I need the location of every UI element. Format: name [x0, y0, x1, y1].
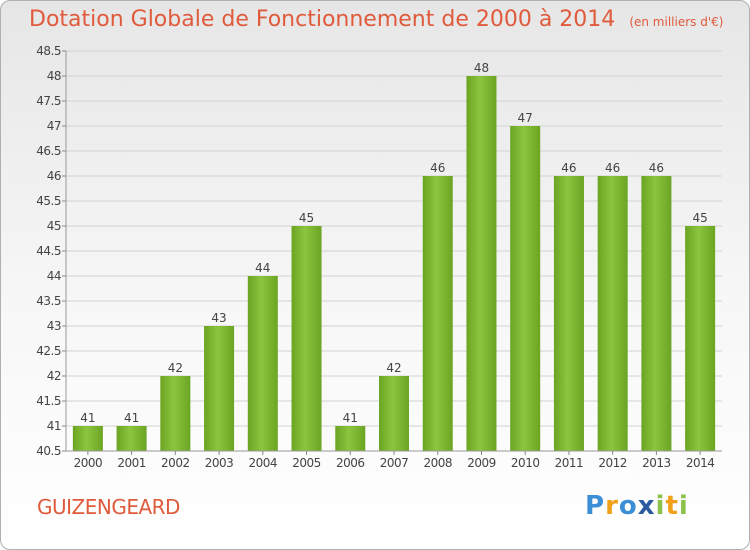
- bar: [685, 226, 716, 451]
- y-tick-label: 48: [47, 69, 61, 83]
- y-tick-label: 42: [47, 369, 61, 383]
- bar: [116, 426, 147, 451]
- x-tick-label: 2005: [292, 456, 321, 470]
- bar: [597, 176, 628, 451]
- x-tick-label: 2001: [117, 456, 146, 470]
- logo-letter: i: [678, 491, 689, 521]
- y-tick-label: 40.5: [36, 444, 61, 458]
- y-tick-label: 43.5: [36, 294, 61, 308]
- logo-letter: o: [618, 491, 638, 521]
- bar-value-label: 42: [386, 361, 401, 375]
- x-tick-label: 2011: [555, 456, 584, 470]
- y-tick-label: 46: [47, 169, 61, 183]
- chart-title-text: Dotation Globale de Fonctionnement de 20…: [29, 7, 616, 32]
- bars: 41 41 42 43 44 45 41 42 46 48 47 46 46 46 45: [72, 61, 716, 451]
- bar-value-label: 48: [474, 61, 489, 75]
- logo-letter: P: [585, 491, 606, 521]
- proxiti-logo: Proxiti: [585, 491, 689, 521]
- bar-value-label: 46: [649, 161, 664, 175]
- x-tick-label: 2010: [511, 456, 540, 470]
- bar-value-label: 45: [299, 211, 314, 225]
- chart-title: Dotation Globale de Fonctionnement de 20…: [29, 7, 723, 32]
- y-tick-label: 48.5: [36, 44, 61, 58]
- commune-name: GUIZENGEARD: [37, 495, 180, 519]
- x-tick-label: 2002: [161, 456, 190, 470]
- x-tick-label: 2013: [642, 456, 671, 470]
- y-tick-label: 43: [47, 319, 61, 333]
- bar-value-label: 41: [80, 411, 95, 425]
- y-tick-label: 46.5: [36, 144, 61, 158]
- logo-letter: x: [637, 491, 656, 521]
- bar: [160, 376, 191, 451]
- x-axis: 2000 2001 2002 2003 2004 2005 2006 2007 2008 2009…: [66, 450, 722, 470]
- bar-value-label: 45: [692, 211, 707, 225]
- bar-value-label: 46: [605, 161, 620, 175]
- y-axis: 40.5 41 41.5 42 42.5 43 43.5 44 44.5 45 45.5 46 46.5…: [36, 44, 67, 458]
- x-tick-label: 2000: [74, 456, 103, 470]
- x-tick-label: 2004: [249, 456, 278, 470]
- bar: [72, 426, 103, 451]
- bar-value-label: 46: [561, 161, 576, 175]
- x-tick-label: 2012: [598, 456, 627, 470]
- bar-value-label: 46: [430, 161, 445, 175]
- bar: [510, 126, 541, 451]
- y-tick-label: 41.5: [36, 394, 61, 408]
- bar: [247, 276, 278, 451]
- y-tick-label: 44: [47, 269, 61, 283]
- bar-value-label: 47: [518, 111, 533, 125]
- logo-letter: r: [605, 491, 619, 521]
- y-tick-label: 41: [47, 419, 61, 433]
- y-tick-label: 42.5: [36, 344, 61, 358]
- bar: [466, 76, 497, 451]
- bar: [204, 326, 235, 451]
- x-tick-label: 2008: [423, 456, 452, 470]
- bar: [379, 376, 409, 451]
- bar: [553, 176, 584, 451]
- bar: [335, 426, 366, 451]
- bar-value-label: 43: [211, 311, 226, 325]
- x-tick-label: 2009: [467, 456, 496, 470]
- chart-subtitle: (en milliers d'€): [629, 15, 724, 29]
- y-tick-label: 47.5: [36, 94, 61, 108]
- logo-letter: i: [655, 491, 666, 521]
- bar-value-label: 42: [168, 361, 183, 375]
- bar-value-label: 41: [124, 411, 139, 425]
- x-tick-label: 2007: [380, 456, 409, 470]
- bar: [641, 176, 672, 451]
- x-tick-label: 2006: [336, 456, 365, 470]
- bar-value-label: 44: [255, 261, 270, 275]
- bar: [422, 176, 453, 451]
- y-tick-label: 44.5: [36, 244, 61, 258]
- x-tick-label: 2014: [686, 456, 715, 470]
- y-tick-label: 47: [47, 119, 61, 133]
- logo-letter: t: [665, 491, 679, 521]
- bar: [291, 226, 322, 451]
- y-tick-label: 45: [47, 219, 61, 233]
- y-tick-label: 45.5: [36, 194, 61, 208]
- x-tick-label: 2003: [205, 456, 234, 470]
- bar-value-label: 41: [343, 411, 358, 425]
